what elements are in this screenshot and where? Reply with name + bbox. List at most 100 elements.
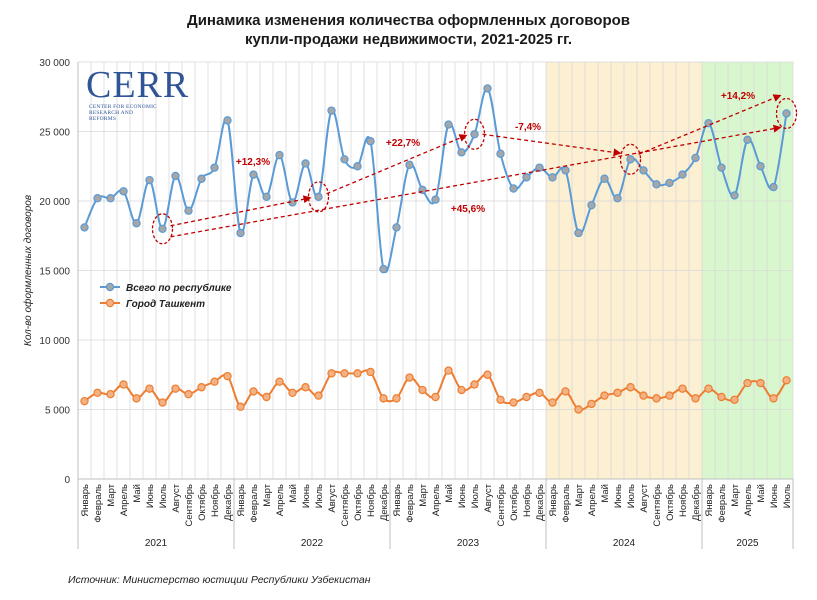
- republic-data-point: [509, 184, 518, 193]
- republic-data-point: [665, 178, 674, 188]
- x-tick-label-month: Ноябрь: [366, 484, 377, 517]
- x-tick-label-month: Апрель: [119, 484, 130, 516]
- x-tick-label-month: Декабрь: [535, 484, 546, 521]
- x-tick-label-month: Август: [327, 483, 338, 512]
- cerr-logo: CERR CENTER FOR ECONOMIC RESEARCH AND RE…: [86, 66, 189, 122]
- republic-data-point: [405, 160, 414, 170]
- republic-data-point: [158, 224, 167, 233]
- x-tick-label-month: Ноябрь: [522, 484, 533, 517]
- republic-data-point: [132, 219, 141, 228]
- x-tick-label-month: Февраль: [405, 484, 416, 523]
- x-tick-label-month: Июль: [314, 484, 325, 508]
- x-tick-label-month: Август: [171, 483, 182, 512]
- x-tick-label-month: Февраль: [249, 484, 260, 523]
- tashkent-data-point: [769, 394, 778, 403]
- y-tick-label: 15 000: [39, 267, 70, 278]
- x-tick-label-month: Март: [574, 483, 585, 506]
- x-tick-label-month: Май: [600, 484, 611, 503]
- republic-data-point: [548, 173, 557, 182]
- tashkent-data-point: [418, 385, 427, 395]
- growth-arrow: [326, 134, 468, 195]
- growth-arrow: [170, 124, 782, 238]
- x-tick-label-month: Сентябрь: [496, 484, 507, 527]
- growth-label: +12,3%: [236, 157, 270, 168]
- x-tick-label-month: Июль: [782, 484, 793, 508]
- x-tick-label-month: Март: [418, 483, 429, 506]
- tashkent-data-point: [574, 405, 583, 414]
- tashkent-data-point: [717, 392, 726, 402]
- republic-data-point: [496, 149, 505, 158]
- tashkent-data-point: [366, 367, 375, 377]
- republic-data-point: [691, 153, 700, 163]
- tashkent-data-point: [392, 394, 401, 403]
- republic-data-point: [470, 130, 479, 139]
- y-tick-label: 30 000: [39, 58, 70, 69]
- republic-data-point: [639, 166, 648, 175]
- growth-label: +22,7%: [386, 138, 420, 149]
- x-tick-label-month: Октябрь: [509, 484, 520, 521]
- highlight-ellipse: [307, 181, 330, 213]
- tashkent-data-point: [262, 392, 271, 402]
- republic-data-point: [340, 155, 349, 164]
- tashkent-data-point: [483, 370, 492, 379]
- tashkent-data-point: [379, 394, 388, 403]
- republic-data-point: [626, 155, 635, 164]
- republic-data-point: [119, 187, 128, 196]
- tashkent-data-point: [496, 395, 505, 404]
- republic-data-point: [80, 223, 89, 232]
- highlight-ellipse: [619, 143, 642, 175]
- republic-data-point: [184, 206, 193, 215]
- y-tick-label: 20 000: [39, 197, 70, 208]
- tashkent-data-point: [275, 377, 284, 386]
- x-tick-label-month: Апрель: [743, 484, 754, 516]
- growth-label: +45,6%: [451, 204, 485, 215]
- chart-title-line2: купли-продажи недвижимости, 2021-2025 гг…: [244, 31, 573, 48]
- tashkent-data-point: [119, 380, 128, 389]
- republic-data-point: [431, 195, 440, 204]
- tashkent-data-point: [301, 383, 310, 392]
- tashkent-data-point: [743, 378, 752, 388]
- republic-data-point: [613, 194, 622, 203]
- legend-label: Всего по республике: [126, 282, 232, 294]
- republic-data-point: [353, 162, 362, 171]
- republic-data-point: [756, 162, 765, 171]
- republic-data-point: [223, 116, 232, 125]
- tashkent-data-point: [184, 390, 193, 399]
- republic-data-point: [262, 192, 271, 202]
- tashkent-data-point: [691, 394, 700, 403]
- y-axis-label: Кол-во оформленных договоров: [22, 195, 34, 346]
- x-tick-label-month: Июнь: [301, 484, 312, 508]
- growth-arrow: [482, 133, 622, 157]
- x-tick-label-month: Февраль: [717, 484, 728, 523]
- tashkent-data-point: [522, 392, 531, 402]
- republic-data-point: [301, 159, 310, 168]
- republic-data-point: [210, 163, 219, 172]
- x-tick-label-month: Сентябрь: [652, 484, 663, 527]
- year-label-2025: 2025: [736, 538, 759, 549]
- x-tick-label-month: Июнь: [145, 484, 156, 508]
- tashkent-data-point: [548, 398, 557, 407]
- republic-data-point: [587, 200, 596, 210]
- tashkent-data-point: [444, 366, 453, 375]
- tashkent-data-point: [197, 383, 206, 392]
- republic-data-point: [743, 135, 752, 145]
- republic-data-point: [717, 163, 726, 172]
- republic-data-point: [145, 175, 154, 185]
- republic-data-point: [197, 174, 206, 183]
- y-tick-label: 25 000: [39, 128, 70, 139]
- x-tick-label-month: Октябрь: [665, 484, 676, 521]
- tashkent-data-point: [340, 369, 349, 378]
- legend-label: Город Ташкент: [126, 299, 205, 310]
- republic-data-point: [782, 109, 791, 118]
- x-tick-label-month: Июль: [158, 484, 169, 508]
- republic-data-point: [171, 171, 180, 181]
- tashkent-data-point: [223, 371, 232, 381]
- republic-data-point: [379, 264, 388, 274]
- year-label-2024: 2024: [613, 538, 636, 549]
- x-tick-label-month: Декабрь: [223, 484, 234, 521]
- republic-data-point: [483, 84, 492, 93]
- year-label-2023: 2023: [457, 538, 480, 549]
- x-tick-label-month: Апрель: [587, 484, 598, 516]
- growth-arrow: [170, 195, 312, 227]
- legend-marker: [105, 282, 115, 292]
